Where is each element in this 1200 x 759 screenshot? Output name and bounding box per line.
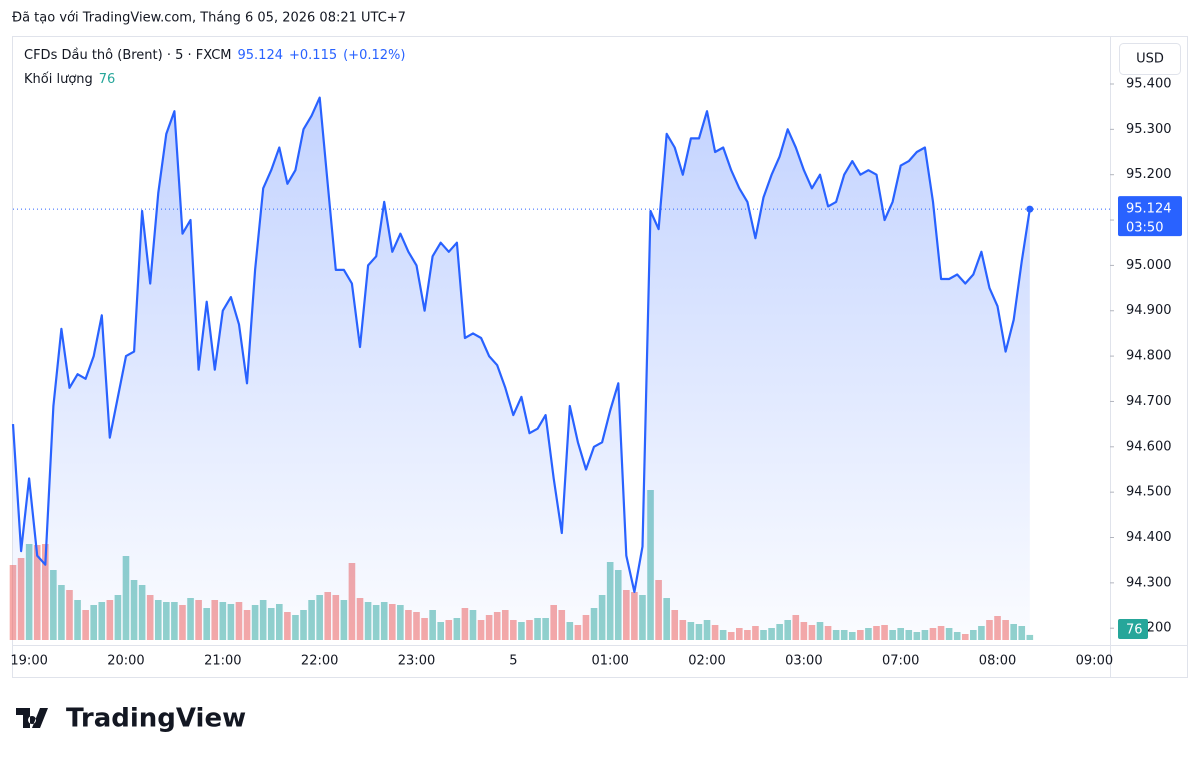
symbol: CFDs Dầu thô (Brent) · 5 · FXCM <box>24 48 232 63</box>
volume-badge-label: 76 <box>1126 623 1143 638</box>
y-tick-label: 94.700 <box>1126 394 1172 409</box>
y-tick-label: 94.300 <box>1126 575 1172 590</box>
x-tick-label: 02:00 <box>688 654 725 669</box>
y-tick-label: 94.500 <box>1126 485 1172 500</box>
x-tick-label: 22:00 <box>301 654 338 669</box>
x-tick-label: 08:00 <box>979 654 1016 669</box>
brand: TradingView <box>66 704 246 734</box>
frame <box>12 36 1188 678</box>
y-tick-label: 94.900 <box>1126 303 1172 318</box>
y-tick-label: 95.200 <box>1126 167 1172 182</box>
price-badge-label: 95.124 <box>1126 202 1172 217</box>
created-note: Đã tạo với TradingView.com, Tháng 6 05, … <box>12 11 406 26</box>
x-tick-label: 19:00 <box>10 654 47 669</box>
y-tick-label: 95.300 <box>1126 122 1172 137</box>
volume-bar <box>1026 634 1034 640</box>
x-tick-label: 5 <box>509 654 517 669</box>
x-tick-label: 01:00 <box>591 654 628 669</box>
area-fill <box>13 97 1030 641</box>
logo <box>16 708 48 728</box>
volume-header: Khối lượng 76 <box>24 72 121 87</box>
change: +0.115 <box>289 48 338 63</box>
y-tick-label: 94.400 <box>1126 530 1172 545</box>
header: CFDs Dầu thô (Brent) · 5 · FXCM 95.124 +0.… <box>24 48 411 63</box>
currency[interactable]: USD <box>1136 52 1164 67</box>
last-point <box>1026 205 1034 213</box>
x-tick-label: 21:00 <box>204 654 241 669</box>
volume-label: Khối lượng <box>24 72 93 87</box>
x-tick-label: 07:00 <box>882 654 919 669</box>
y-tick-label: 95.000 <box>1126 258 1172 273</box>
volume-value: 76 <box>98 72 116 87</box>
currency-button[interactable] <box>1119 43 1181 75</box>
price-badge <box>1118 196 1182 237</box>
x-tick-label: 20:00 <box>107 654 144 669</box>
price: 95.124 <box>237 48 284 63</box>
x-tick-label: 23:00 <box>398 654 435 669</box>
y-tick-label: 95.400 <box>1126 76 1172 91</box>
countdown: 03:50 <box>1126 221 1163 236</box>
change-pct: (+0.12%) <box>343 48 406 63</box>
y-tick-label: 94.600 <box>1126 439 1172 454</box>
volume-badge <box>1118 619 1148 639</box>
price-line <box>11 96 1031 593</box>
x-tick-label: 03:00 <box>785 654 822 669</box>
y-tick-label: 94.800 <box>1126 349 1172 364</box>
x-tick-label: 09:00 <box>1076 654 1113 669</box>
